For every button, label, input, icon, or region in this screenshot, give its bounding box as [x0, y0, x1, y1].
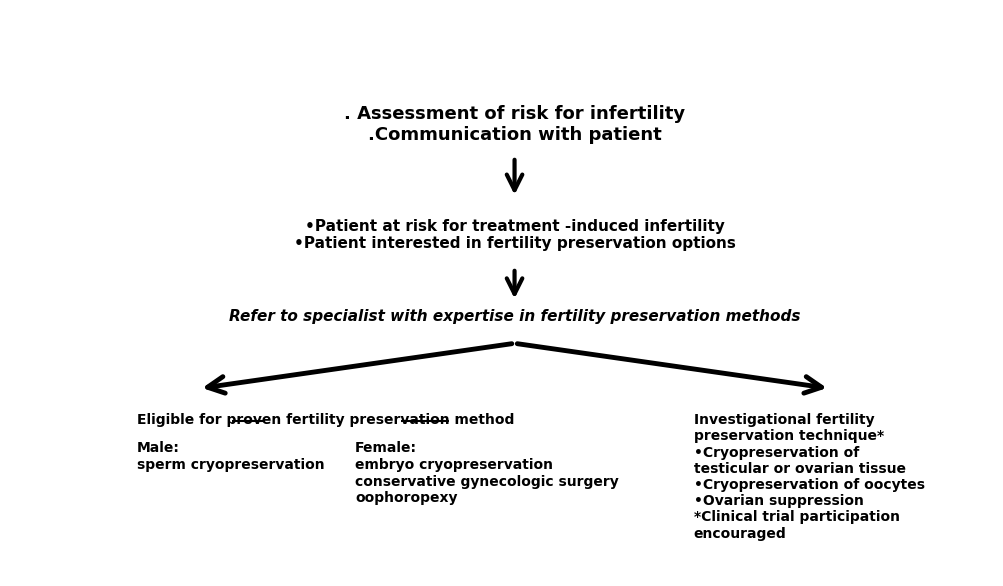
Text: Female:: Female: — [355, 441, 416, 455]
Text: sperm cryopreservation: sperm cryopreservation — [137, 458, 325, 472]
Text: •Patient at risk for treatment -induced infertility
•Patient interested in ferti: •Patient at risk for treatment -induced … — [293, 219, 735, 251]
Text: Male:: Male: — [137, 441, 180, 455]
Text: Investigational fertility
preservation technique*
•Cryopreservation of
testicula: Investigational fertility preservation t… — [693, 413, 924, 541]
Text: Eligible for proven fertility preservation method: Eligible for proven fertility preservati… — [137, 413, 514, 427]
Text: . Assessment of risk for infertility
.Communication with patient: . Assessment of risk for infertility .Co… — [344, 105, 684, 144]
Text: Refer to specialist with expertise in fertility preservation methods: Refer to specialist with expertise in fe… — [229, 309, 799, 323]
Text: embryo cryopreservation
conservative gynecologic surgery
oophoropexy: embryo cryopreservation conservative gyn… — [355, 458, 618, 505]
